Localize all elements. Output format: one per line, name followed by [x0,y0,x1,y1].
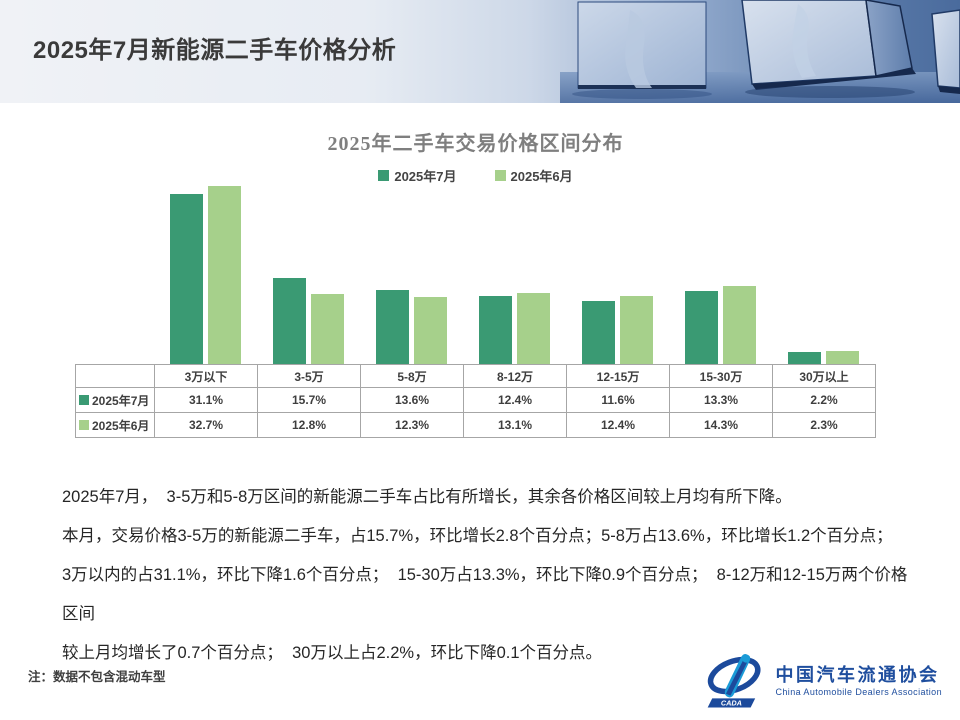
org-name-cn: 中国汽车流通协会 [775,665,940,685]
bar-2025年6月-8-12万 [517,292,550,364]
legend-swatch-june [494,169,506,181]
cell-2025年6月-3-5万: 12.8% [257,412,361,438]
cell-2025年6月-8-12万: 13.1% [463,412,567,438]
price-distribution-chart: 2025年二手车交易价格区间分布 2025年7月 2025年6月 3万以下 3-5… [75,128,876,438]
row-label-2025年7月: 2025年7月 [75,387,155,413]
bar-group-5-8万 [360,184,463,364]
bar-2025年7月-15-30万 [685,291,718,364]
bar-2025年7月-12-15万 [582,300,615,364]
chart-data-table: 3万以下 3-5万 5-8万 8-12万 12-15万 15-30万 30万以上 2025年7… [75,364,876,438]
bar-2025年6月-30万以上 [826,351,859,364]
analysis-line-3: 3万以内的占31.1%，环比下降1.6个百分点； 15-30万占13.3%，环比… [62,566,908,623]
cada-logo: CADA 中国汽车流通协会 China Automobile Dealers A… [704,652,943,710]
legend-item-july: 2025年7月 [378,166,457,184]
bar-plot-area [154,184,875,364]
cell-2025年7月-8-12万: 12.4% [463,387,567,413]
column-header-5-8万: 5-8万 [360,364,464,388]
table-row-2025年7月: 2025年7月 31.1% 15.7% 13.6% 12.4% 11.6% 13.3% 2.2… [75,387,876,413]
row-swatch-2025年6月 [79,420,89,430]
legend-item-june: 2025年6月 [494,166,573,184]
analysis-line-4: 较上月均增长了0.7个百分点； 30万以上占2.2%，环比下降0.1个百分点。 [62,644,603,662]
cell-2025年7月-15-30万: 13.3% [669,387,773,413]
bar-2025年6月-5-8万 [414,296,447,364]
bar-group-30万以上 [772,184,875,364]
chart-title: 2025年二手车交易价格区间分布 [327,133,624,155]
bar-2025年7月-3万以下 [170,194,203,364]
bar-2025年6月-15-30万 [723,286,756,364]
cell-2025年6月-5-8万: 12.3% [360,412,464,438]
org-name-en: China Automobile Dealers Association [775,687,942,697]
table-row-2025年6月: 2025年6月 32.7% 12.8% 12.3% 13.1% 12.4% 14.3% 2.3… [75,412,876,438]
legend-label-june: 2025年6月 [510,168,573,184]
row-label-text: 2025年6月 [92,418,150,433]
cada-emblem-icon: CADA [707,654,761,708]
table-corner-cell [75,364,155,388]
cell-2025年7月-3-5万: 15.7% [257,387,361,413]
row-label-2025年6月: 2025年6月 [75,412,155,438]
header-cubes-decoration [560,0,960,103]
row-swatch-2025年7月 [79,395,89,405]
cell-2025年7月-5-8万: 13.6% [360,387,464,413]
analysis-line-1: 2025年7月， 3-5万和5-8万区间的新能源二手车占比有所增长，其余各价格区… [62,488,792,506]
page-title: 2025年7月新能源二手车价格分析 [33,37,397,64]
column-header-15-30万: 15-30万 [669,364,773,388]
cell-2025年6月-3万以下: 32.7% [154,412,258,438]
bar-2025年7月-8-12万 [479,296,512,364]
bar-group-15-30万 [669,184,772,364]
analysis-text-block: 2025年7月， 3-5万和5-8万区间的新能源二手车占比有所增长，其余各价格区… [62,478,912,673]
bar-2025年7月-3-5万 [273,278,306,364]
column-header-30万以上: 30万以上 [772,364,876,388]
legend-swatch-july [378,169,390,181]
cell-2025年7月-12-15万: 11.6% [566,387,670,413]
bar-2025年7月-30万以上 [788,352,821,364]
bar-2025年6月-3万以下 [208,185,241,364]
slide-header: 2025年7月新能源二手车价格分析 [0,0,960,103]
column-header-8-12万: 8-12万 [463,364,567,388]
cell-2025年7月-30万以上: 2.2% [772,387,876,413]
bar-group-8-12万 [463,184,566,364]
column-header-12-15万: 12-15万 [566,364,670,388]
bar-group-12-15万 [566,184,669,364]
cell-2025年7月-3万以下: 31.1% [154,387,258,413]
footnote: 注：数据不包含混动车型 [28,670,166,684]
chart-legend: 2025年7月 2025年6月 [75,166,876,184]
cada-emblem-text: CADA [720,699,741,708]
cada-logo-text: 中国汽车流通协会 China Automobile Dealers Associ… [776,664,943,698]
bar-2025年6月-12-15万 [620,296,653,364]
row-label-text: 2025年7月 [92,393,150,408]
column-header-3万以下: 3万以下 [154,364,258,388]
table-header-row: 3万以下 3-5万 5-8万 8-12万 12-15万 15-30万 30万以上 [75,364,876,388]
cube-middle [741,0,916,98]
cube-right [931,9,960,94]
analysis-line-2: 本月，交易价格3-5万的新能源二手车，占15.7%，环比增长2.8个百分点；5-… [62,527,893,545]
cube-left [572,1,712,99]
cell-2025年6月-15-30万: 14.3% [669,412,773,438]
legend-label-july: 2025年7月 [394,168,457,184]
bar-group-3万以下 [154,184,257,364]
bar-2025年7月-5-8万 [376,289,409,364]
bar-2025年6月-3-5万 [311,294,344,364]
column-header-3-5万: 3-5万 [257,364,361,388]
cell-2025年6月-30万以上: 2.3% [772,412,876,438]
bar-group-3-5万 [257,184,360,364]
cell-2025年6月-12-15万: 12.4% [566,412,670,438]
